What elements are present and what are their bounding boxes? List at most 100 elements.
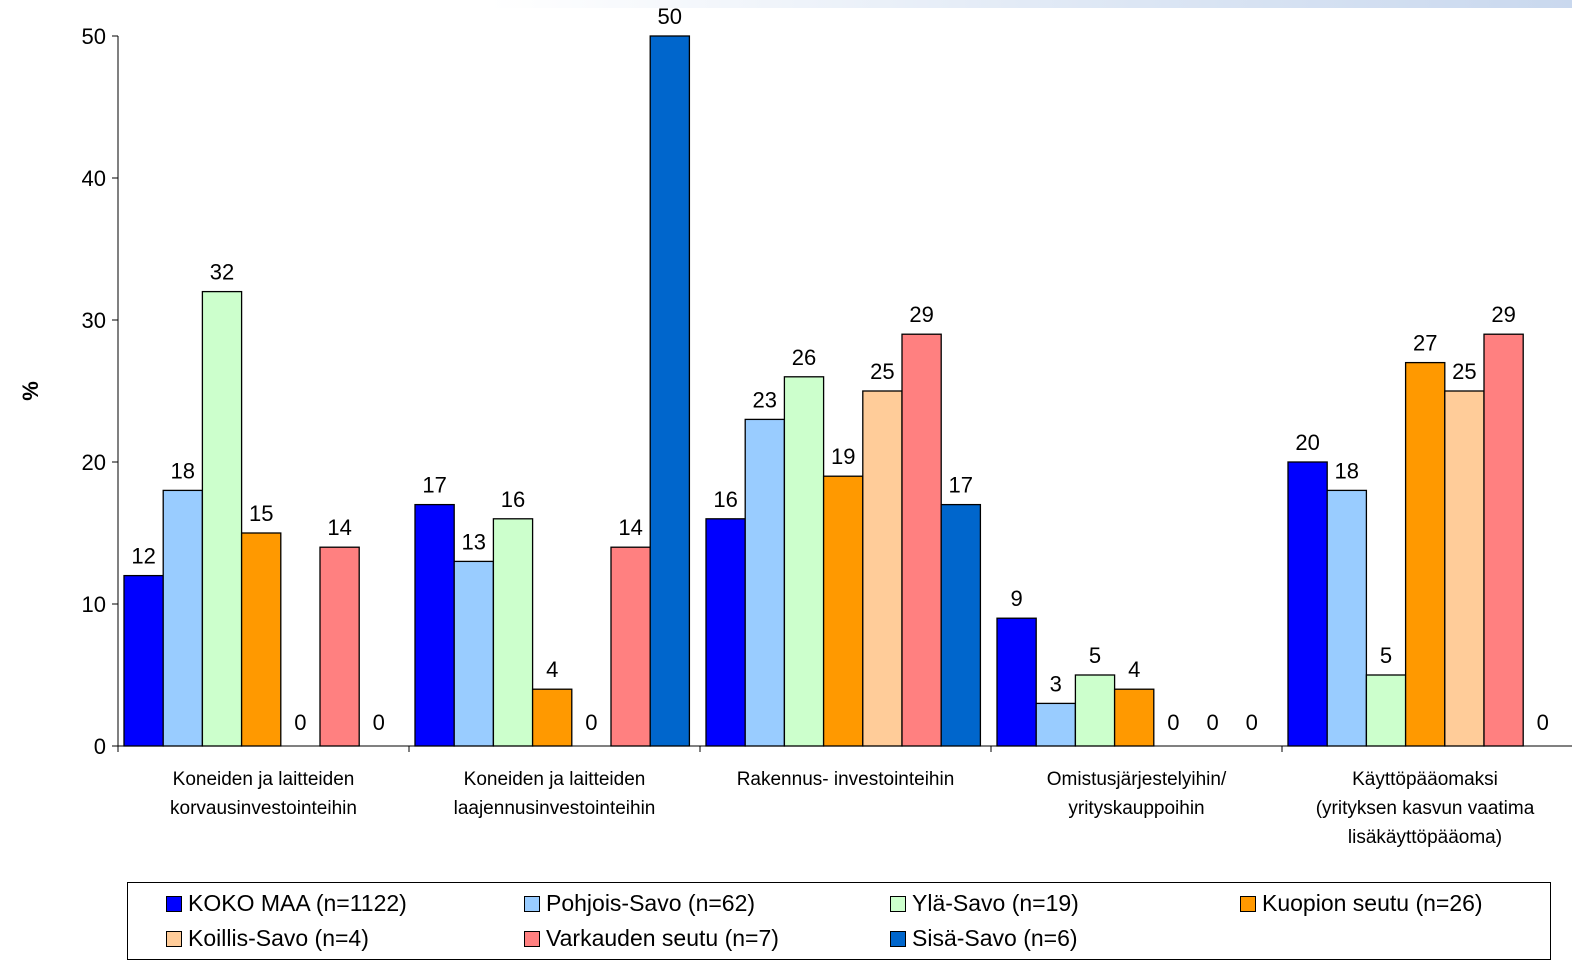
data-label: 16 [501,487,525,512]
bar [453,560,495,747]
legend-item: KOKO MAA (n=1122) [166,890,407,917]
bar [705,518,746,747]
bar [319,546,360,747]
legend-item: Sisä-Savo (n=6) [890,925,1078,952]
legend-swatch [890,895,906,912]
data-label: 25 [1452,359,1476,384]
data-label: 5 [1089,643,1101,668]
bar [1326,489,1368,747]
bar [862,390,903,747]
data-label: 0 [585,710,597,735]
data-label: 26 [792,345,816,370]
bar [996,617,1037,747]
legend-swatch [1240,895,1256,912]
x-category-label: Rakennus- investointeihin [737,769,955,790]
bar [1365,674,1407,747]
legend-item: Ylä-Savo (n=19) [890,890,1079,917]
legend-label: Ylä-Savo (n=19) [912,890,1079,916]
x-category-label: Koneiden ja laitteiden [464,769,646,790]
data-label: 32 [210,260,234,285]
legend-swatch [890,930,906,947]
x-category-label: laajennusinvestointeihin [454,798,656,819]
bar [1113,688,1155,747]
bar [1483,333,1524,747]
bar [649,35,691,747]
chart-legend: KOKO MAA (n=1122) Pohjois-Savo (n=62) Ylä-… [127,882,1551,960]
data-label: 4 [546,657,558,682]
data-label: 0 [1167,710,1179,735]
data-label: 23 [753,387,777,412]
header-gradient-band [490,0,1572,8]
bar [822,475,864,747]
legend-item: Pohjois-Savo (n=62) [524,890,755,917]
legend-label: Kuopion seutu (n=26) [1262,890,1483,916]
data-label: 3 [1050,671,1062,696]
bar [492,518,534,747]
bar [744,418,786,747]
legend-item: Koillis-Savo (n=4) [166,925,369,952]
legend-label: Pohjois-Savo (n=62) [546,890,756,916]
legend-item: Kuopion seutu (n=26) [1240,890,1483,917]
bar [414,503,455,747]
bar [531,688,573,747]
bar [240,532,282,747]
bar [610,546,651,747]
legend-label: Koillis-Savo (n=4) [188,925,369,951]
y-tick-label: 20 [82,450,106,475]
data-label: 0 [1246,710,1258,735]
data-label: 17 [422,473,446,498]
data-label: 0 [294,710,306,735]
data-label: 17 [949,473,973,498]
legend-swatch [166,895,182,912]
x-category-label: korvausinvestointeihin [170,798,357,819]
data-label: 4 [1128,657,1140,682]
data-label: 15 [249,501,273,526]
data-label: 12 [131,544,155,569]
x-category-label: Koneiden ja laitteiden [173,769,355,790]
data-label: 0 [373,710,385,735]
bar [123,574,164,747]
bar [940,503,982,747]
y-tick-label: 0 [94,734,106,759]
x-category-label: (yrityksen kasvun vaatima [1316,798,1535,819]
y-tick-label: 10 [82,592,106,617]
data-label: 14 [618,515,642,540]
bar [1035,702,1077,747]
y-axis-label: % [18,381,43,401]
data-label: 9 [1010,586,1022,611]
data-label: 0 [1206,710,1218,735]
x-category-label: Omistusjärjestelyihin/ [1047,769,1227,790]
y-tick-label: 50 [82,24,106,49]
x-category-label: lisäkäyttöpääoma) [1348,827,1502,848]
legend-swatch [166,930,182,947]
legend-swatch [524,895,540,912]
x-category-label: Käyttöpääomaksi [1352,769,1498,790]
bar [1287,461,1328,747]
data-label: 29 [1491,302,1515,327]
data-label: 18 [171,458,195,483]
data-label: 50 [658,4,682,29]
legend-label: Sisä-Savo (n=6) [912,925,1078,951]
data-label: 16 [713,487,737,512]
bar [783,376,825,747]
x-category-label: yrityskauppoihin [1068,798,1204,819]
legend-swatch [524,930,540,947]
bar [201,290,243,747]
bar [1444,390,1485,747]
bar [162,489,204,747]
data-label: 25 [870,359,894,384]
data-label: 19 [831,444,855,469]
data-label: 5 [1380,643,1392,668]
data-label: 0 [1537,710,1549,735]
legend-label: Varkauden seutu (n=7) [546,925,779,951]
legend-label: KOKO MAA (n=1122) [188,890,407,916]
data-label: 20 [1295,430,1319,455]
y-tick-label: 40 [82,166,106,191]
data-label: 14 [327,515,351,540]
bar [1404,361,1446,747]
bar [1074,674,1116,747]
bar [901,333,942,747]
data-label: 13 [462,529,486,554]
y-tick-label: 30 [82,308,106,333]
